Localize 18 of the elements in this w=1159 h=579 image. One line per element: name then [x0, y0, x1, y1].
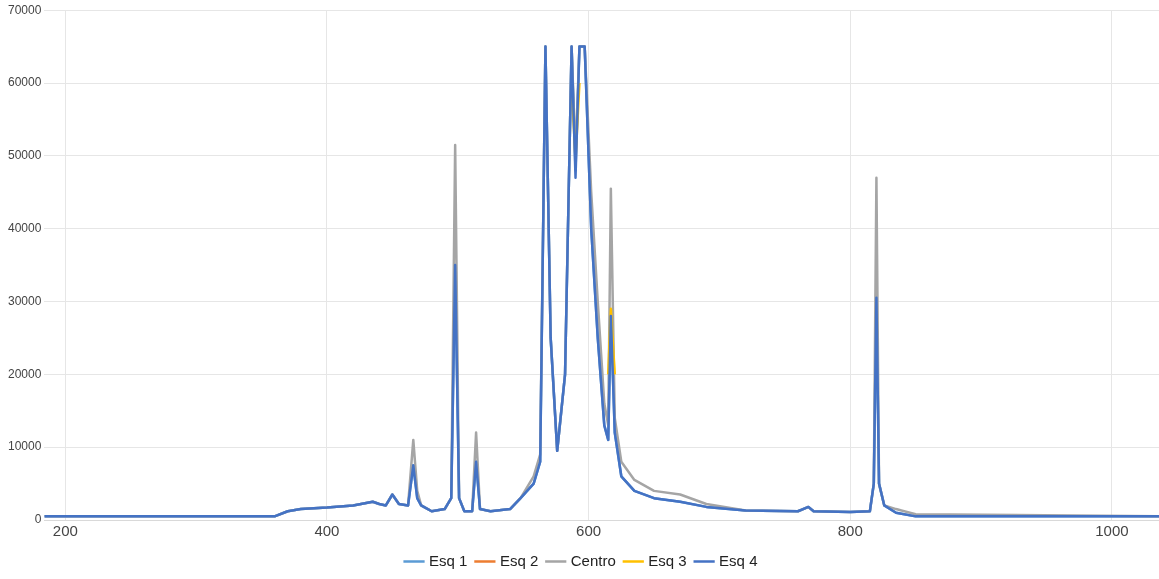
y-tick-label: 60000 [7, 75, 42, 90]
legend-label: Esq 2 [499, 551, 539, 569]
y-tick-label: 40000 [7, 221, 42, 235]
y-tick-label: 0 [34, 512, 42, 527]
x-tick-label: 600 [576, 522, 602, 540]
x-tick-label: 800 [837, 522, 863, 540]
y-tick-label: 30000 [7, 293, 42, 308]
x-tick-label: 200 [52, 522, 78, 540]
y-tick-label: 70000 [7, 2, 42, 17]
y-tick-label: 20000 [7, 366, 42, 381]
legend-label: Centro [570, 551, 616, 569]
y-tick-label: 10000 [7, 439, 42, 454]
legend-label: Esq 1 [429, 551, 468, 569]
x-tick-label: 1000 [1095, 522, 1129, 540]
legend-label: Esq 4 [719, 551, 758, 569]
y-tick-label: 50000 [7, 148, 42, 163]
legend-label: Esq 3 [648, 551, 687, 569]
x-tick-label: 400 [314, 522, 340, 540]
